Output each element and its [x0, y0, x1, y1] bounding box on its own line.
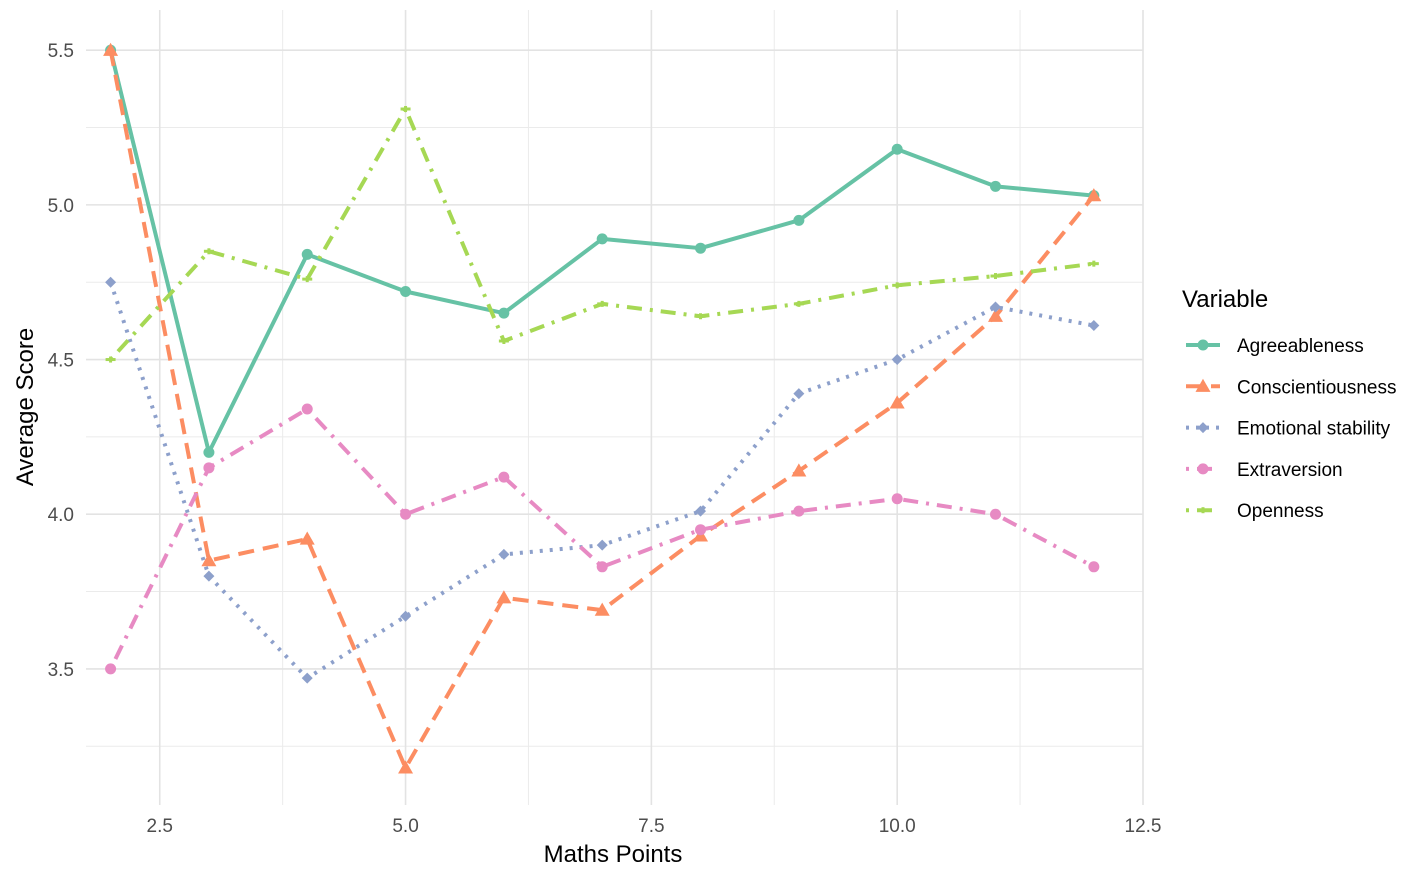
data-point-emotional-stability: [301, 672, 313, 684]
data-point-conscientiousness: [103, 42, 119, 56]
series-openness: [105, 105, 1099, 363]
legend-swatch-marker: [1195, 378, 1211, 392]
data-point-openness: [105, 356, 116, 363]
legend-title: Variable: [1182, 286, 1268, 313]
data-point-emotional-stability: [793, 388, 805, 400]
x-tick-label: 5.0: [392, 816, 418, 837]
data-point-openness: [695, 313, 706, 320]
series-agreeableness: [105, 44, 1100, 458]
legend-label: Extraversion: [1237, 460, 1343, 481]
data-point-conscientiousness: [496, 590, 512, 604]
x-tick-label: 7.5: [638, 816, 664, 837]
series-line-agreeableness: [108, 49, 1095, 455]
series-extraversion: [105, 403, 1100, 675]
data-point-openness: [400, 105, 411, 112]
tick-labels: 3.5 4.0 4.5 5.0 5.5 2.5 5.0 7.5 10.0 12.5: [48, 41, 1162, 837]
data-point-emotional-stability: [498, 548, 510, 560]
data-point-openness: [892, 282, 903, 289]
legend-label: Conscientiousness: [1237, 377, 1396, 398]
y-tick-label: 5.5: [48, 41, 74, 62]
data-point-openness: [203, 248, 214, 255]
data-point-conscientiousness: [889, 395, 905, 409]
data-point-extraversion: [1088, 561, 1100, 573]
data-point-extraversion: [990, 508, 1002, 520]
x-tick-label: 12.5: [1125, 816, 1162, 837]
series-conscientiousness: [103, 42, 1102, 774]
data-point-extraversion: [105, 663, 117, 675]
data-point-emotional-stability: [105, 276, 117, 288]
legend-swatch-marker: [1197, 463, 1209, 475]
data-point-conscientiousness: [791, 463, 807, 477]
data-point-agreeableness: [301, 248, 313, 260]
data-point-conscientiousness: [201, 553, 217, 567]
data-point-conscientiousness: [1086, 188, 1102, 202]
legend-label: Emotional stability: [1237, 419, 1391, 440]
data-point-emotional-stability: [891, 354, 903, 366]
data-point-emotional-stability: [990, 301, 1002, 313]
data-point-emotional-stability: [400, 610, 412, 622]
x-tick-label: 10.0: [879, 816, 916, 837]
data-point-extraversion: [596, 561, 608, 573]
legend-item-emotional-stability: Emotional stability: [1186, 419, 1391, 440]
series-emotional-stability: [105, 276, 1100, 684]
y-tick-label: 5.0: [48, 196, 74, 217]
data-point-openness: [302, 276, 313, 283]
data-point-agreeableness: [596, 233, 608, 245]
legend-swatch-marker: [1197, 339, 1209, 351]
data-point-openness: [1088, 260, 1099, 267]
legend-item-openness: Openness: [1186, 501, 1324, 522]
data-point-emotional-stability: [203, 570, 215, 582]
data-point-extraversion: [301, 403, 313, 415]
data-point-emotional-stability: [1088, 320, 1100, 332]
data-point-openness: [793, 300, 804, 307]
data-point-extraversion: [498, 471, 510, 483]
legend: Variable Agreeableness Conscientiousness E…: [1182, 286, 1396, 522]
legend-items: Agreeableness Conscientiousness Emotional …: [1186, 336, 1396, 522]
data-point-extraversion: [203, 462, 215, 474]
data-point-agreeableness: [891, 143, 903, 155]
legend-swatch-marker: [1197, 422, 1209, 434]
data-point-conscientiousness: [299, 531, 315, 545]
data-point-extraversion: [891, 493, 903, 505]
series-line-emotional-stability: [108, 281, 1095, 681]
series-layer: [103, 42, 1102, 774]
data-point-agreeableness: [990, 180, 1002, 192]
grid: [86, 10, 1144, 805]
data-point-conscientiousness: [988, 308, 1004, 322]
legend-item-extraversion: Extraversion: [1186, 460, 1343, 481]
legend-item-conscientiousness: Conscientiousness: [1186, 377, 1396, 398]
data-point-emotional-stability: [596, 539, 608, 551]
data-point-agreeableness: [695, 242, 707, 254]
data-point-conscientiousness: [594, 602, 610, 616]
data-point-emotional-stability: [695, 505, 707, 517]
data-point-conscientiousness: [398, 760, 414, 774]
legend-item-agreeableness: Agreeableness: [1186, 336, 1364, 357]
legend-label: Agreeableness: [1237, 336, 1364, 357]
data-point-agreeableness: [203, 446, 215, 458]
data-point-extraversion: [793, 505, 805, 517]
x-tick-label: 2.5: [147, 816, 173, 837]
y-tick-label: 3.5: [48, 660, 74, 681]
legend-swatch-marker: [1198, 507, 1208, 514]
y-axis-title: Average Score: [12, 328, 39, 486]
y-tick-label: 4.5: [48, 351, 74, 372]
legend-label: Openness: [1237, 501, 1324, 522]
data-point-agreeableness: [498, 307, 510, 319]
data-point-openness: [597, 300, 608, 307]
data-point-agreeableness: [400, 285, 412, 297]
data-point-extraversion: [400, 508, 412, 520]
y-tick-label: 4.0: [48, 505, 74, 526]
data-point-openness: [498, 337, 509, 344]
series-line-conscientiousness: [108, 49, 1096, 770]
x-axis-title: Maths Points: [544, 841, 683, 868]
data-point-agreeableness: [793, 214, 805, 226]
data-point-openness: [990, 273, 1001, 280]
data-point-extraversion: [695, 524, 707, 536]
